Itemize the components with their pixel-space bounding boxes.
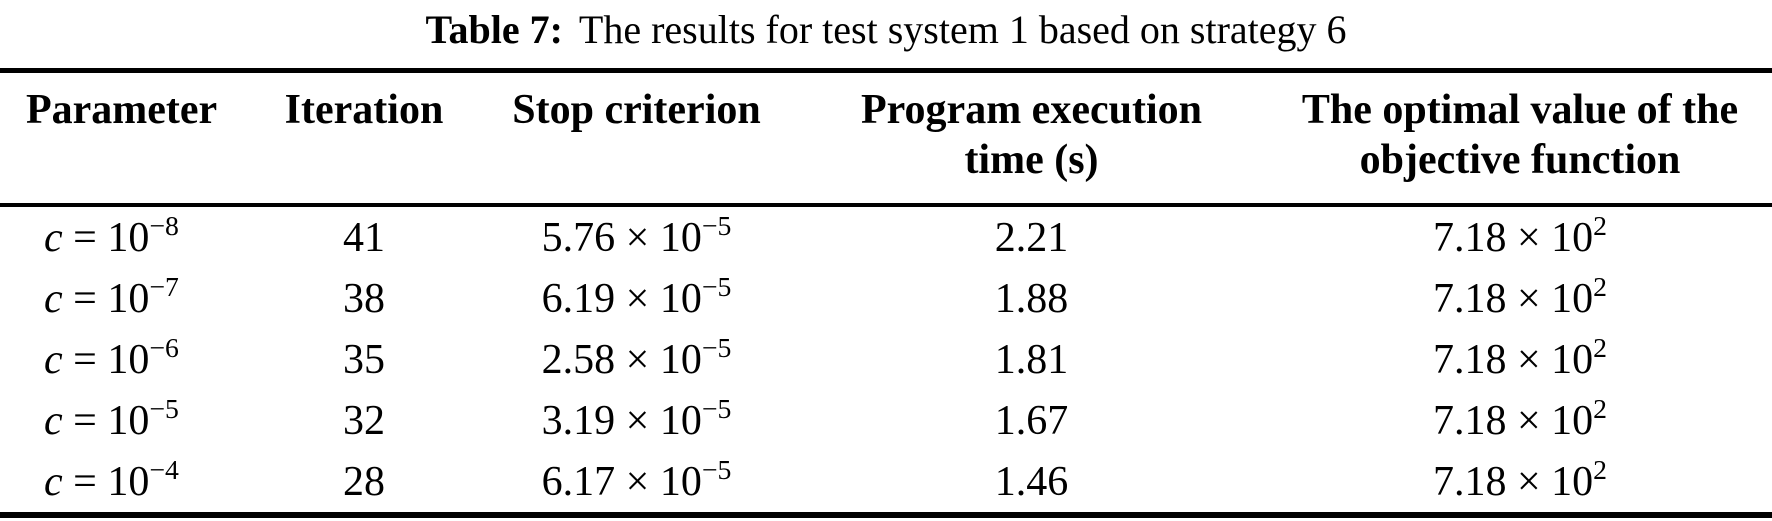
cell-optimal-value: 7.18 × 102: [1268, 268, 1772, 329]
cell-parameter: c = 10−8: [0, 205, 250, 268]
column-header-parameter: Parameter: [0, 71, 250, 206]
table-caption: Table 7: The results for test system 1 ba…: [0, 6, 1772, 54]
parameter-exponent: −4: [149, 454, 179, 486]
cell-iteration: 41: [343, 214, 385, 261]
optimal-exponent: 2: [1593, 210, 1608, 242]
table-row: c = 10−7 38 6.19 × 10−5 1.88 7.18 × 102: [0, 268, 1772, 329]
parameter-variable: c: [44, 458, 63, 505]
header-line: Parameter: [26, 87, 218, 133]
stop-exponent: −5: [701, 332, 732, 364]
optimal-exponent: 2: [1593, 393, 1608, 425]
column-header-iteration: Iteration: [250, 71, 478, 206]
table-header: Parameter Iteration Stop criterion Progr…: [0, 71, 1772, 206]
cell-optimal-value: 7.18 × 102: [1268, 451, 1772, 515]
optimal-base: 7.18 × 10: [1432, 336, 1594, 383]
cell-execution-time: 1.88: [994, 275, 1069, 322]
cell-parameter: c = 10−4: [0, 451, 250, 515]
cell-optimal-value: 7.18 × 102: [1268, 205, 1772, 268]
parameter-exponent: −8: [149, 210, 179, 242]
parameter-base: = 10: [62, 397, 150, 444]
header-row: Parameter Iteration Stop criterion Progr…: [0, 71, 1772, 206]
parameter-exponent: −5: [149, 393, 179, 425]
optimal-exponent: 2: [1593, 332, 1608, 364]
caption-label: Table 7:: [425, 7, 563, 52]
optimal-base: 7.18 × 10: [1432, 275, 1594, 322]
cell-stop-criterion: 6.19 × 10−5: [478, 268, 795, 329]
cell-execution-time: 1.81: [994, 336, 1069, 383]
parameter-base: = 10: [62, 214, 150, 261]
stop-exponent: −5: [701, 454, 732, 486]
results-table: Parameter Iteration Stop criterion Progr…: [0, 68, 1772, 518]
cell-iteration: 32: [343, 397, 385, 444]
header-line: Iteration: [284, 87, 444, 133]
stop-base: 6.17 × 10: [541, 458, 702, 505]
cell-parameter: c = 10−6: [0, 329, 250, 390]
cell-stop-criterion: 2.58 × 10−5: [478, 329, 795, 390]
column-header-optimal-value: The optimal value of the objective funct…: [1268, 71, 1772, 206]
stop-base: 5.76 × 10: [541, 214, 702, 261]
parameter-base: = 10: [62, 275, 150, 322]
parameter-variable: c: [44, 397, 63, 444]
optimal-base: 7.18 × 10: [1432, 214, 1594, 261]
parameter-exponent: −6: [149, 332, 179, 364]
parameter-variable: c: [44, 214, 63, 261]
stop-base: 3.19 × 10: [541, 397, 702, 444]
cell-parameter: c = 10−5: [0, 390, 250, 451]
table-row: c = 10−8 41 5.76 × 10−5 2.21 7.18 × 102: [0, 205, 1772, 268]
stop-exponent: −5: [701, 271, 732, 303]
cell-execution-time: 1.67: [994, 397, 1069, 444]
table-row: c = 10−6 35 2.58 × 10−5 1.81 7.18 × 102: [0, 329, 1772, 390]
parameter-variable: c: [44, 275, 63, 322]
cell-stop-criterion: 6.17 × 10−5: [478, 451, 795, 515]
header-line: Stop criterion: [512, 87, 761, 133]
column-header-stop-criterion: Stop criterion: [478, 71, 795, 206]
header-line: Program execution: [861, 87, 1202, 133]
cell-stop-criterion: 5.76 × 10−5: [478, 205, 795, 268]
header-line: time (s): [964, 137, 1099, 183]
cell-execution-time: 2.21: [994, 214, 1069, 261]
parameter-base: = 10: [62, 458, 150, 505]
cell-iteration: 28: [343, 458, 385, 505]
parameter-exponent: −7: [149, 271, 179, 303]
header-line: objective function: [1359, 137, 1681, 183]
cell-execution-time: 1.46: [994, 458, 1069, 505]
cell-iteration: 38: [343, 275, 385, 322]
optimal-base: 7.18 × 10: [1432, 397, 1594, 444]
parameter-variable: c: [44, 336, 63, 383]
cell-iteration: 35: [343, 336, 385, 383]
column-header-execution-time: Program execution time (s): [795, 71, 1268, 206]
optimal-base: 7.18 × 10: [1432, 458, 1594, 505]
table-row: c = 10−4 28 6.17 × 10−5 1.46 7.18 × 102: [0, 451, 1772, 515]
stop-base: 2.58 × 10: [541, 336, 702, 383]
table-body: c = 10−8 41 5.76 × 10−5 2.21 7.18 × 102 …: [0, 205, 1772, 515]
header-line: The optimal value of the: [1301, 87, 1739, 133]
cell-optimal-value: 7.18 × 102: [1268, 329, 1772, 390]
parameter-base: = 10: [62, 336, 150, 383]
stop-base: 6.19 × 10: [541, 275, 702, 322]
cell-parameter: c = 10−7: [0, 268, 250, 329]
table-row: c = 10−5 32 3.19 × 10−5 1.67 7.18 × 102: [0, 390, 1772, 451]
optimal-exponent: 2: [1593, 271, 1608, 303]
cell-stop-criterion: 3.19 × 10−5: [478, 390, 795, 451]
caption-text: The results for test system 1 based on s…: [578, 7, 1347, 52]
stop-exponent: −5: [701, 210, 732, 242]
optimal-exponent: 2: [1593, 454, 1608, 486]
stop-exponent: −5: [701, 393, 732, 425]
cell-optimal-value: 7.18 × 102: [1268, 390, 1772, 451]
